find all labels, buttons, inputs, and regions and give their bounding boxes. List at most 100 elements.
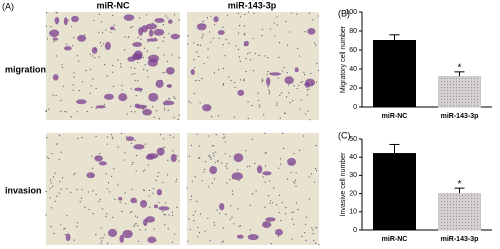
pore	[134, 111, 136, 113]
cell	[162, 100, 175, 106]
pore	[230, 205, 232, 207]
pore	[226, 182, 228, 184]
pore	[254, 162, 256, 164]
pore	[113, 168, 115, 170]
pore	[51, 152, 53, 155]
pore	[237, 208, 239, 210]
pore	[295, 185, 297, 187]
pore	[140, 38, 142, 40]
pore	[238, 56, 241, 58]
pore	[52, 176, 55, 178]
pore	[136, 216, 139, 218]
pore	[163, 54, 165, 56]
cell	[190, 68, 195, 76]
pore	[53, 40, 55, 43]
pore	[56, 12, 58, 14]
pore	[153, 116, 155, 118]
pore	[187, 240, 189, 242]
pore	[58, 192, 60, 194]
pore	[210, 156, 212, 159]
pore	[234, 86, 236, 89]
pore	[293, 223, 295, 225]
cell	[104, 93, 114, 100]
pore	[114, 29, 116, 31]
pore	[273, 187, 275, 189]
pore	[273, 22, 275, 24]
pore	[164, 224, 166, 226]
pore	[73, 76, 75, 78]
significance: *	[458, 62, 462, 73]
pore	[299, 149, 301, 151]
pore	[224, 141, 227, 143]
cell	[236, 234, 244, 239]
pore	[48, 157, 50, 159]
pore	[222, 227, 224, 229]
pore	[46, 156, 48, 158]
pore	[100, 227, 102, 229]
pore	[119, 63, 122, 65]
pore	[130, 142, 133, 144]
cell	[142, 108, 152, 116]
pore	[245, 70, 247, 73]
pore	[137, 37, 139, 39]
pore	[49, 197, 51, 199]
pore	[188, 218, 190, 220]
pore	[208, 186, 210, 188]
pore	[296, 13, 298, 15]
pore	[224, 55, 226, 57]
pore	[76, 226, 78, 228]
pore	[147, 41, 149, 43]
pore	[92, 55, 94, 57]
pore	[257, 99, 260, 102]
y-axis-label: Migratory cell number	[340, 25, 347, 93]
pore	[312, 229, 314, 231]
pore	[276, 104, 278, 106]
pore	[261, 34, 263, 37]
pore	[270, 243, 272, 245]
pore	[76, 55, 79, 57]
cell	[217, 30, 225, 36]
pore	[138, 240, 140, 242]
pore	[98, 13, 100, 15]
pore	[264, 181, 266, 183]
pore	[111, 175, 113, 177]
pore	[266, 73, 268, 76]
pore	[173, 116, 175, 118]
pore	[199, 156, 201, 159]
y-tick-label: 40	[349, 154, 357, 161]
cell	[148, 29, 154, 37]
pore	[157, 47, 159, 49]
cell	[219, 202, 225, 211]
pore	[126, 136, 128, 138]
pore	[111, 64, 114, 67]
pore	[164, 146, 166, 148]
pore	[144, 229, 147, 231]
pore	[173, 14, 176, 16]
pore	[294, 182, 296, 184]
pore	[272, 202, 274, 204]
pore	[228, 42, 230, 44]
pore	[270, 200, 272, 202]
pore	[249, 229, 252, 231]
micrograph	[187, 12, 319, 120]
pore	[254, 52, 256, 55]
cell	[266, 77, 271, 86]
pore	[172, 214, 174, 217]
pore	[308, 88, 310, 90]
pore	[100, 45, 102, 47]
pore	[64, 227, 66, 230]
pore	[291, 211, 293, 213]
pore	[166, 60, 169, 63]
pore	[126, 113, 128, 115]
pore	[63, 228, 65, 230]
pore	[209, 240, 211, 242]
pore	[293, 85, 295, 87]
pore	[193, 42, 195, 44]
pore	[142, 170, 144, 172]
pore	[278, 56, 280, 59]
pore	[123, 159, 125, 161]
pore	[204, 230, 206, 232]
pore	[313, 181, 316, 183]
pore	[130, 88, 132, 90]
pore	[121, 84, 123, 86]
